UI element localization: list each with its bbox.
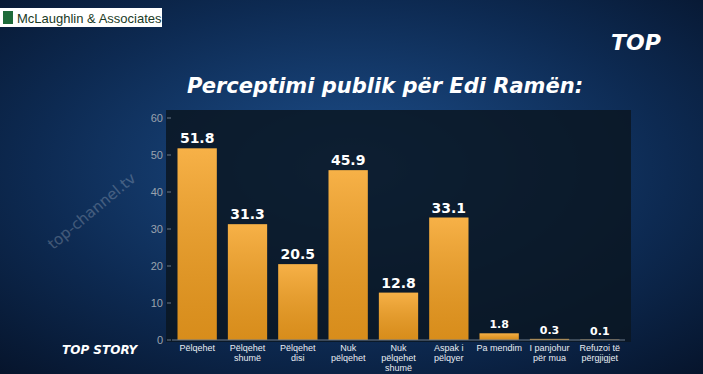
source-box — [0, 8, 162, 27]
tick-mark — [167, 266, 171, 267]
x-tick-label: I panjohurpër mua — [529, 343, 569, 363]
bar-shade — [480, 333, 519, 340]
tick-mark — [167, 192, 171, 193]
tick-mark — [167, 340, 171, 341]
y-tick-label: 60 — [151, 112, 163, 124]
data-label: 33.1 — [432, 200, 467, 216]
bar-shade — [228, 224, 267, 340]
y-tick-label: 50 — [151, 149, 163, 161]
x-tick-line: pëlqehet — [331, 353, 366, 363]
x-tick-label: Nukpëlqehet — [331, 343, 366, 363]
y-tick-label: 10 — [151, 297, 163, 309]
bar-shade — [178, 148, 217, 340]
data-label: 0.3 — [540, 324, 560, 337]
chart-svg: Perceptimi publik për Edi Ramën: McLaughl… — [0, 0, 703, 374]
chart-root: Perceptimi publik për Edi Ramën: McLaughl… — [0, 0, 703, 374]
x-tick-line: I panjohur — [529, 343, 569, 353]
background — [0, 0, 703, 374]
x-tick-line: Pëlqehet — [230, 343, 266, 353]
bar-shade — [278, 264, 317, 340]
x-tick-label: Pa mendim — [476, 343, 522, 353]
x-tick-line: pëlqyer — [434, 353, 464, 363]
data-label: 0.1 — [590, 325, 610, 338]
x-tick-line: Aspak i — [434, 343, 464, 353]
bars — [178, 148, 620, 340]
program-logo: TOP STORY — [62, 343, 139, 357]
bar-shade — [429, 218, 468, 340]
tick-mark — [167, 303, 171, 304]
x-tick-label: Aspak ipëlqyer — [434, 343, 464, 363]
data-label: 51.8 — [180, 130, 215, 146]
bar — [178, 148, 217, 340]
x-tick-line: pëlqehet — [381, 353, 416, 363]
plot-background — [166, 110, 631, 342]
x-tick-line: shumë — [385, 363, 412, 373]
data-label: 1.8 — [489, 318, 509, 331]
watermark: top-channel.tv — [44, 169, 139, 253]
tick-mark — [167, 229, 171, 230]
x-tick-line: shumë — [234, 353, 261, 363]
bar-shade — [329, 170, 368, 340]
bar-shade — [379, 293, 418, 340]
bar — [329, 170, 368, 340]
source: McLaughlin & Associates — [17, 11, 162, 26]
logo: TOP — [611, 30, 661, 55]
x-tick-label: Pëlqehet — [179, 343, 215, 353]
bar — [379, 293, 418, 340]
x-tick-label: Pëlqehetdisi — [280, 343, 316, 363]
bar — [480, 333, 519, 340]
x-axis — [172, 340, 625, 341]
x-tick-line: Pa mendim — [476, 343, 522, 353]
x-tick-line: Pëlqehet — [280, 343, 316, 353]
y-tick-label: 40 — [151, 186, 163, 198]
source-icon — [3, 11, 13, 24]
data-label: 45.9 — [331, 152, 366, 168]
x-tick-label: Nukpëlqehetshumë — [381, 343, 416, 373]
x-tick-label: Pëlqehetshumë — [230, 343, 266, 363]
x-tick-line: për mua — [533, 353, 566, 363]
x-tick-line: disi — [291, 353, 305, 363]
x-tick-line: Nuk — [390, 343, 407, 353]
bar — [278, 264, 317, 340]
y-tick-label: 30 — [151, 223, 163, 235]
y-tick-label: 20 — [151, 260, 163, 272]
x-tick-line: Nuk — [340, 343, 357, 353]
bar — [228, 224, 267, 340]
data-label: 12.8 — [381, 275, 416, 291]
data-label: 31.3 — [230, 206, 265, 222]
title: Perceptimi publik për Edi Ramën: — [187, 74, 583, 98]
tick-mark — [167, 155, 171, 156]
y-tick-label: 0 — [157, 334, 163, 346]
x-tick-label: Refuzoi tëpërgjigjet — [580, 343, 621, 363]
x-tick-line: përgjigjet — [582, 353, 619, 363]
x-tick-line: Pëlqehet — [179, 343, 215, 353]
x-tick-line: Refuzoi të — [580, 343, 621, 353]
tick-mark — [167, 118, 171, 119]
data-label: 20.5 — [281, 246, 316, 262]
bar — [429, 218, 468, 340]
